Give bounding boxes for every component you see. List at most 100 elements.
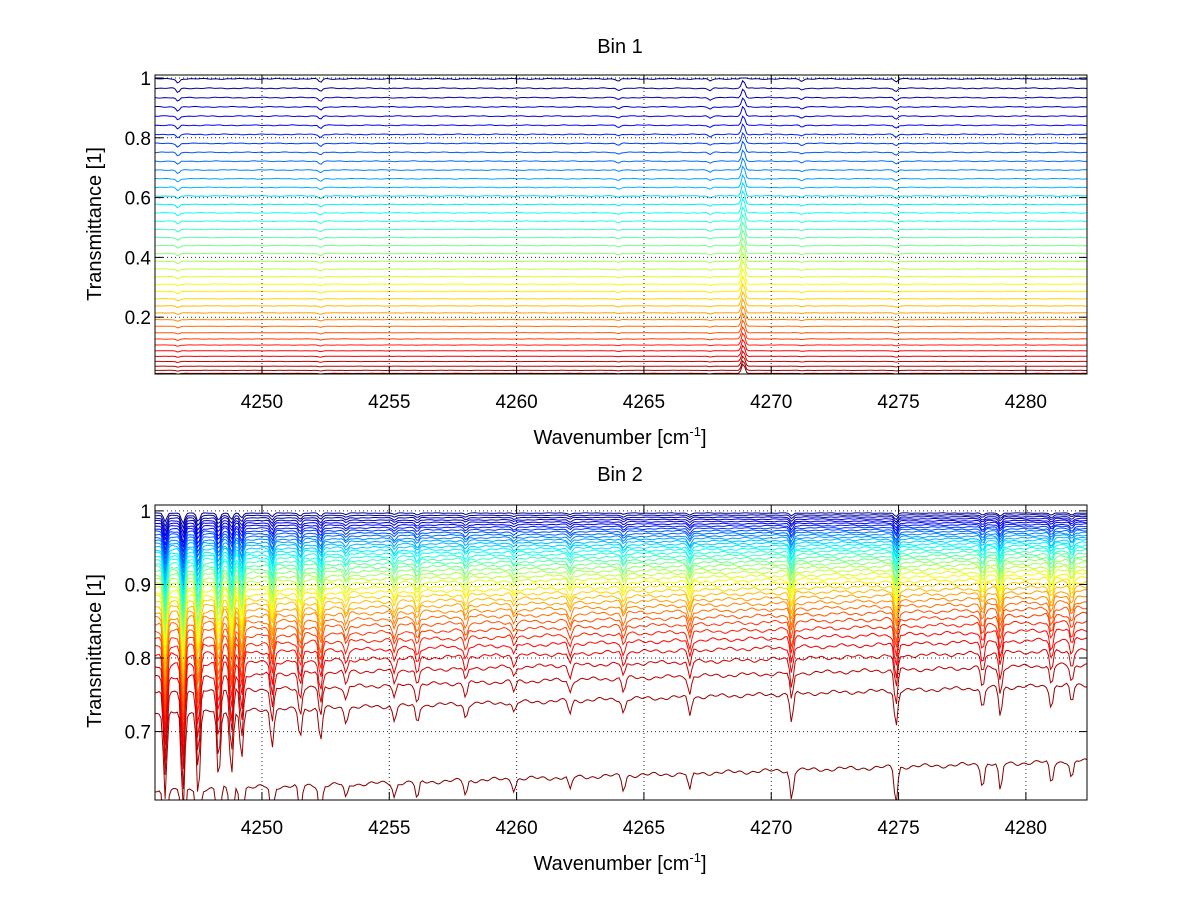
panel1-series-line-35 <box>155 115 1087 130</box>
panel2-series-line-31 <box>155 529 1087 569</box>
panel1-series-line-24 <box>155 205 1087 225</box>
panel2-series-line-4 <box>155 648 1087 769</box>
panel1-series-line-20 <box>155 236 1087 257</box>
panel2-xtick-label-4: 4270 <box>750 818 792 839</box>
panel2-series-line-40 <box>155 512 1087 525</box>
panel1-series-line-8 <box>155 325 1087 341</box>
panel2-series-line-23 <box>155 548 1087 613</box>
panel2-series-line-27 <box>155 538 1087 590</box>
panel1-series-line-7 <box>155 332 1087 347</box>
panel1-series-line-6 <box>155 338 1087 353</box>
panel1-series-line-32 <box>155 140 1087 157</box>
panel1-series-line-3 <box>155 355 1087 368</box>
panel2-xtick-label-5: 4275 <box>877 818 919 839</box>
panel1-series-line-40 <box>155 77 1087 84</box>
panel2-series-line-35 <box>155 521 1087 548</box>
panel2-series-line-1 <box>155 758 1087 800</box>
panel2-series-line-37 <box>155 517 1087 538</box>
panel2-xlabel-main: Wavenumber [cm <box>533 853 689 875</box>
panel1-axes-frame <box>154 74 1088 375</box>
panel2-series-line-11 <box>155 595 1087 696</box>
panel2-series-line-19 <box>155 561 1087 637</box>
panel1-ytick-label-0: 0.2 <box>125 308 151 329</box>
panel1-series-line-34 <box>155 123 1087 139</box>
panel1-series-line-38 <box>155 88 1087 102</box>
panel2-xtick-label-0: 4250 <box>241 818 283 839</box>
panel1-xtick-label-0: 4250 <box>241 392 283 413</box>
panel2-ylabel: Transmittance [1] <box>84 574 106 728</box>
panel1-series-line-14 <box>155 282 1087 302</box>
panel1-series-line-19 <box>155 243 1087 265</box>
panel1-xtick-label-4: 4270 <box>750 392 792 413</box>
panel2-series-line-15 <box>155 576 1087 664</box>
panel1-series-line-12 <box>155 297 1087 315</box>
panel2-xtick-label-3: 4265 <box>623 818 665 839</box>
panel1-series-line-13 <box>155 290 1087 309</box>
panel1-xlabel-sup: -1 <box>689 424 701 439</box>
panel1-series-line-18 <box>155 251 1087 272</box>
panel2-series-line-38 <box>155 515 1087 535</box>
panel2-xlabel-sup: -1 <box>689 850 701 865</box>
panel2-xtick-label-1: 4255 <box>368 818 410 839</box>
panel2-xtick-label-2: 4260 <box>495 818 537 839</box>
panel1-xtick-label-3: 4265 <box>623 392 665 413</box>
panel1-ytick-label-3: 0.8 <box>125 129 151 150</box>
panel1-xlabel-main: Wavenumber [cm <box>533 427 689 449</box>
panel1-series-line-39 <box>155 79 1087 93</box>
panel1-series-line-17 <box>155 259 1087 280</box>
panel2-ytick-label-3: 1 <box>140 502 151 523</box>
panel2-series-line-39 <box>155 514 1087 530</box>
panel2-series-line-18 <box>155 565 1087 646</box>
panel1-series-line-33 <box>155 131 1087 148</box>
panel2-series-line-3 <box>155 662 1087 790</box>
panel1-series-line-11 <box>155 305 1087 322</box>
panel2-series-line-10 <box>155 600 1087 704</box>
panel2-xlabel: Wavenumber [cm-1] <box>533 850 706 875</box>
panel2-ytick-label-0: 0.7 <box>125 723 151 744</box>
panel2-grid <box>155 505 1087 800</box>
panel2-series-line-2 <box>155 682 1087 800</box>
panel1-series-line-27 <box>155 181 1087 200</box>
panel1-xlabel: Wavenumber [cm-1] <box>533 424 706 449</box>
panel1-grid <box>155 75 1087 374</box>
panel1-series-line-36 <box>155 105 1087 121</box>
panel2-series-line-29 <box>155 534 1087 580</box>
panel1-series-line-16 <box>155 267 1087 287</box>
panel1: 4250 4255 4260 4265 4270 4275 4280 0.2 0.4 0.6 0.8… <box>125 69 1088 413</box>
panel1-series-line-28 <box>155 173 1087 192</box>
panel2-series-line-36 <box>155 519 1087 544</box>
panel2-series-line-24 <box>155 546 1087 607</box>
panel2-series-line-13 <box>155 584 1087 679</box>
panel1-title: Bin 1 <box>597 36 643 58</box>
panel2-series-line-21 <box>155 555 1087 626</box>
panel1-xtick-label-1: 4255 <box>368 392 410 413</box>
panel1-ytick-label-1: 0.4 <box>125 248 152 269</box>
panel2-ytick-label-2: 0.9 <box>125 575 151 596</box>
panel2-series-line-5 <box>155 636 1087 757</box>
panel2-series-line-8 <box>155 611 1087 721</box>
panel2-xtick-label-6: 4280 <box>1005 818 1047 839</box>
panel2-series-line-14 <box>155 580 1087 673</box>
panel2-series-line-16 <box>155 572 1087 658</box>
panel1-series-line-4 <box>155 350 1087 364</box>
panel2-series-line-6 <box>155 628 1087 744</box>
panel2-series-line-20 <box>155 558 1087 631</box>
panel1-ylabel: Transmittance [1] <box>84 147 106 301</box>
panel2-series-line-17 <box>155 569 1087 650</box>
panel1-series-line-30 <box>155 157 1087 174</box>
panel2-series-line-30 <box>155 531 1087 573</box>
panel2-series-line-28 <box>155 536 1087 584</box>
panel2-axes-frame <box>154 504 1088 801</box>
panel1-xtick-label-5: 4275 <box>877 392 919 413</box>
panel1-series-line-23 <box>155 213 1087 233</box>
panel1-xtick-label-6: 4280 <box>1005 392 1047 413</box>
panel1-series-line-5 <box>155 344 1087 358</box>
panel2-ytick-label-1: 0.8 <box>125 649 151 670</box>
panel1-series-line-21 <box>155 228 1087 249</box>
panel1-series-line-2 <box>155 360 1087 372</box>
panel1-xtick-label-2: 4260 <box>495 392 537 413</box>
panel2-series-line-33 <box>155 525 1087 558</box>
panel1-series-line-22 <box>155 221 1087 241</box>
panel2-series-line-22 <box>155 552 1087 619</box>
panel2-series-line-7 <box>155 620 1087 735</box>
